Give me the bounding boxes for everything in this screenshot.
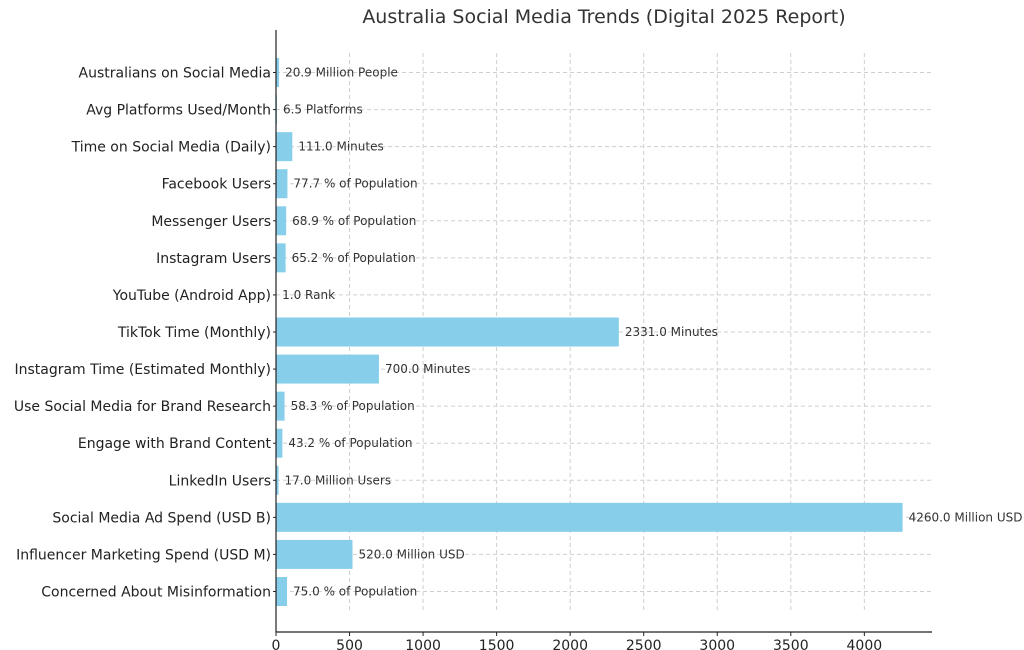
bar	[276, 539, 353, 569]
category-label: Avg Platforms Used/Month	[86, 103, 271, 119]
bar	[276, 317, 619, 347]
x-tick-label: 3000	[699, 638, 735, 650]
bar	[276, 502, 903, 532]
data-label: 520.0 Million USD	[358, 547, 464, 561]
data-label: 68.9 % of Population	[292, 214, 416, 228]
x-tick-label: 2500	[626, 638, 662, 650]
x-tick-label: 500	[336, 638, 363, 650]
data-label: 20.9 Million People	[285, 66, 398, 80]
category-label: LinkedIn Users	[169, 473, 271, 489]
x-tick-label: 1500	[479, 638, 515, 650]
category-label: Time on Social Media (Daily)	[71, 140, 271, 156]
category-label: Australians on Social Media	[79, 66, 271, 82]
data-label: 77.7 % of Population	[293, 177, 417, 191]
bar	[276, 169, 288, 199]
category-label: Use Social Media for Brand Research	[14, 399, 271, 415]
category-label: Social Media Ad Spend (USD B)	[52, 510, 271, 526]
category-label: Concerned About Misinformation	[41, 585, 271, 601]
bar	[276, 391, 285, 421]
bar	[276, 354, 379, 384]
category-label: Instagram Users	[156, 251, 271, 267]
bar	[276, 58, 280, 87]
chart-title: Australia Social Media Trends (Digital 2…	[362, 6, 845, 28]
category-label: Messenger Users	[151, 214, 271, 230]
category-label: Facebook Users	[162, 177, 271, 193]
x-tick-label: 2000	[552, 638, 588, 650]
axis-layer	[273, 30, 932, 636]
data-label: 4260.0 Million USD	[909, 510, 1023, 524]
bar	[276, 428, 283, 458]
data-label: 65.2 % of Population	[292, 251, 416, 265]
data-label: 43.2 % of Population	[288, 436, 412, 450]
data-label: 6.5 Platforms	[283, 103, 363, 117]
data-label: 1.0 Rank	[282, 288, 335, 302]
bar	[276, 465, 279, 495]
bar	[276, 132, 293, 162]
bar-layer	[276, 58, 903, 606]
category-label: Engage with Brand Content	[78, 436, 272, 452]
data-label: 58.3 % of Population	[291, 399, 415, 413]
category-label: YouTube (Android App)	[112, 288, 271, 304]
x-tick-label: 1000	[405, 638, 441, 650]
label-layer: Australians on Social Media 20.9 Million …	[14, 66, 1023, 650]
x-tick-label: 3500	[773, 638, 809, 650]
bar	[276, 577, 288, 606]
data-label: 17.0 Million Users	[285, 473, 392, 487]
category-label: Influencer Marketing Spend (USD M)	[16, 547, 271, 563]
bar	[276, 243, 286, 273]
category-label: Instagram Time (Estimated Monthly)	[14, 362, 271, 378]
x-tick-label: 4000	[847, 638, 883, 650]
bar	[276, 206, 287, 236]
data-label: 75.0 % of Population	[293, 585, 417, 599]
data-label: 111.0 Minutes	[298, 140, 383, 154]
data-label: 700.0 Minutes	[385, 362, 470, 376]
x-tick-label: 0	[272, 638, 281, 650]
category-label: TikTok Time (Monthly)	[117, 325, 271, 341]
data-label: 2331.0 Minutes	[625, 325, 718, 339]
